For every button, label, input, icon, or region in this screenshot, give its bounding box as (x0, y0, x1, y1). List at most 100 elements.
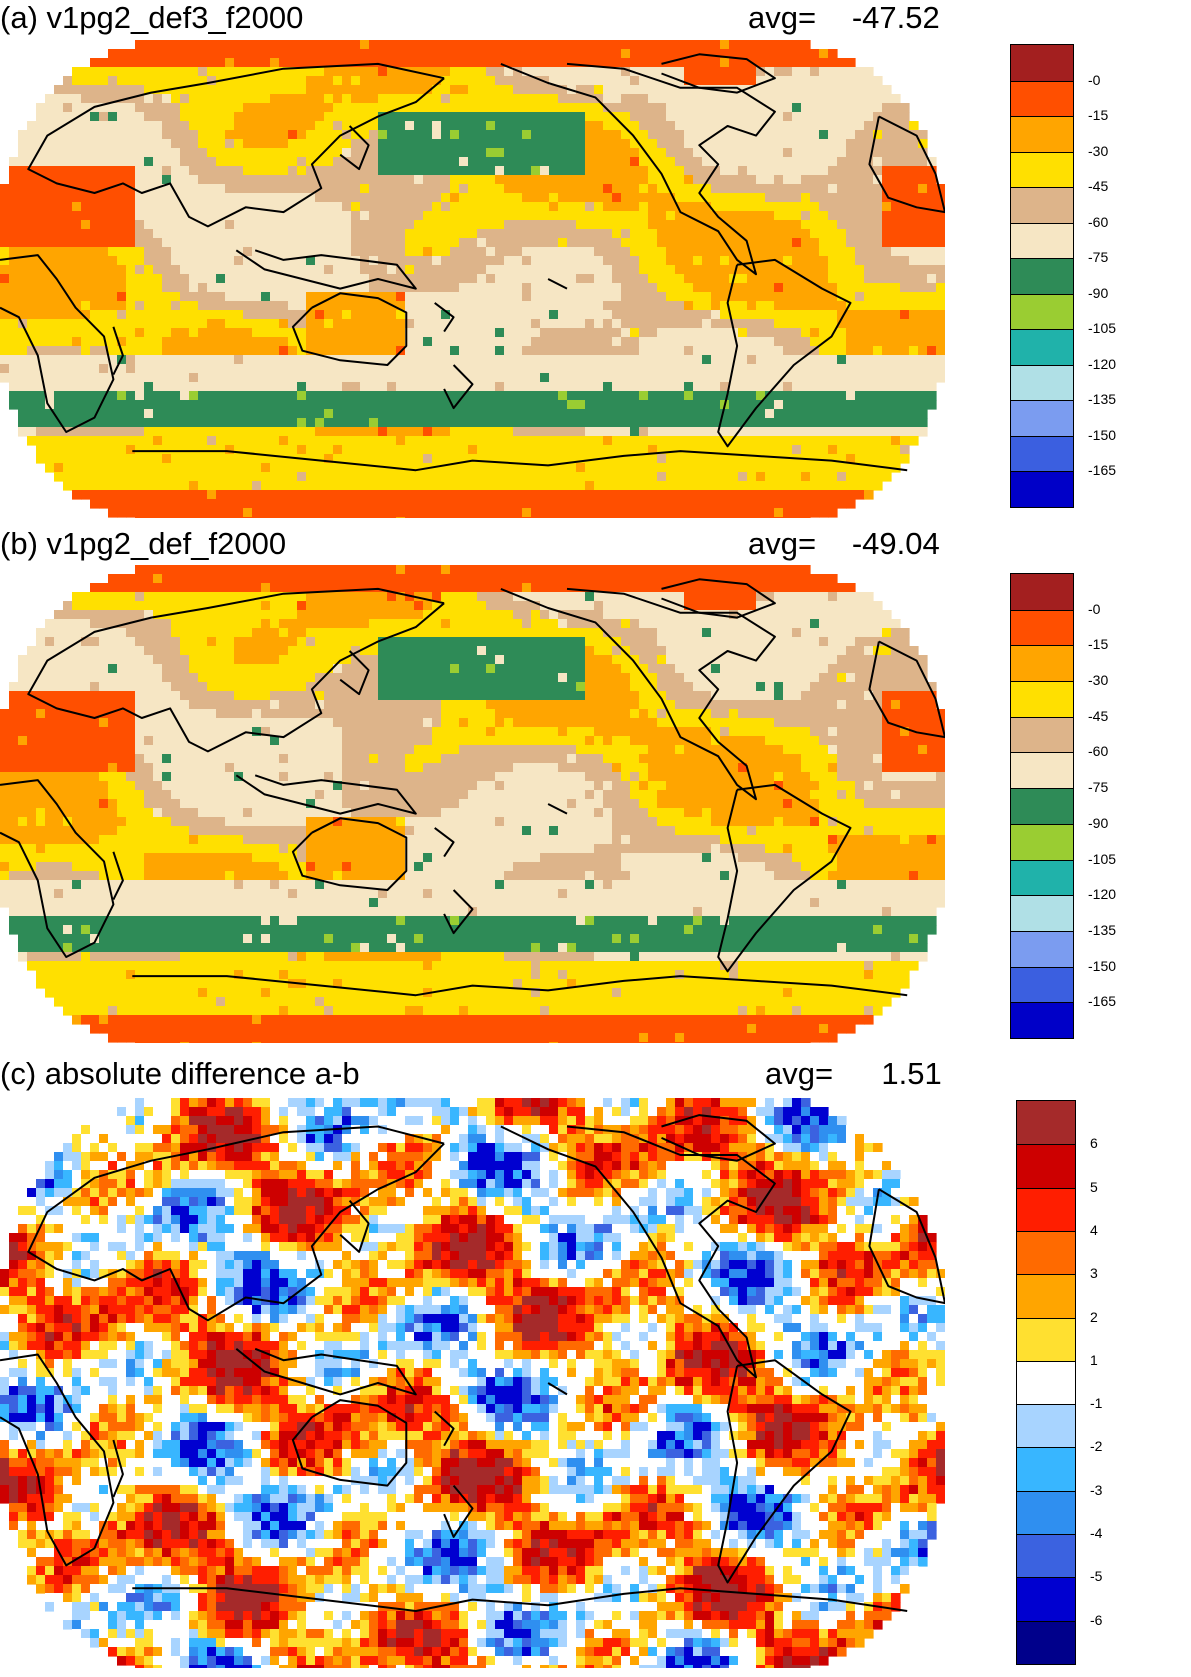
grid-cell (135, 337, 145, 347)
grid-cell (594, 157, 604, 167)
grid-cell (738, 292, 748, 302)
grid-cell (288, 220, 298, 230)
grid-cell (585, 364, 595, 374)
grid-cell (171, 49, 181, 59)
grid-cell (369, 40, 379, 50)
grid-cell (306, 391, 316, 401)
grid-cell (657, 463, 667, 473)
grid-cell (279, 346, 289, 356)
grid-cell (126, 256, 136, 266)
grid-cell (108, 94, 118, 104)
grid-cell (441, 103, 451, 113)
grid-cell (684, 328, 694, 338)
grid-cell (558, 94, 568, 104)
grid-cell (387, 112, 397, 122)
grid-cell (342, 193, 352, 203)
grid-cell (270, 211, 280, 221)
grid-cell (801, 85, 811, 95)
grid-cell (216, 103, 226, 113)
grid-cell (747, 382, 757, 392)
grid-cell (846, 328, 856, 338)
grid-cell (936, 337, 945, 347)
grid-cell (162, 238, 172, 248)
grid-cell (783, 130, 793, 140)
grid-cell (486, 103, 496, 113)
grid-cell (693, 211, 703, 221)
grid-cell (441, 400, 451, 410)
grid-cell (387, 121, 397, 131)
grid-cell (81, 157, 91, 167)
grid-cell (576, 310, 586, 320)
grid-cell (486, 382, 496, 392)
grid-cell (387, 472, 397, 482)
grid-cell (756, 472, 766, 482)
grid-cell (315, 49, 325, 59)
grid-cell (27, 175, 37, 185)
grid-cell (45, 112, 55, 122)
grid-cell (513, 130, 523, 140)
grid-cell (855, 346, 865, 356)
grid-cell (504, 256, 514, 266)
grid-cell (378, 139, 388, 149)
grid-cell (126, 427, 136, 437)
grid-cell (216, 445, 226, 455)
grid-cell (873, 373, 883, 383)
grid-cell (333, 382, 343, 392)
grid-cell (270, 67, 280, 77)
grid-cell (198, 472, 208, 482)
grid-cell (702, 139, 712, 149)
grid-cell (0, 364, 10, 374)
grid-cell (693, 400, 703, 410)
grid-cell (468, 328, 478, 338)
grid-cell (414, 166, 424, 176)
grid-cell (63, 391, 73, 401)
grid-cell (36, 427, 46, 437)
grid-cell (603, 445, 613, 455)
grid-cell (675, 202, 685, 212)
grid-cell (711, 409, 721, 419)
grid-cell (162, 481, 172, 491)
grid-cell (450, 148, 460, 158)
grid-cell (567, 310, 577, 320)
grid-cell (477, 130, 487, 140)
grid-cell (630, 274, 640, 284)
grid-cell (225, 121, 235, 131)
grid-cell (531, 40, 541, 50)
grid-cell (45, 193, 55, 203)
grid-cell (252, 166, 262, 176)
grid-cell (99, 211, 109, 221)
grid-cell (18, 184, 28, 194)
grid-cell (423, 472, 433, 482)
grid-cell (117, 364, 127, 374)
grid-cell (423, 49, 433, 59)
grid-cell (657, 121, 667, 131)
grid-cell (792, 445, 802, 455)
grid-cell (162, 112, 172, 122)
grid-cell (324, 112, 334, 122)
grid-cell (792, 265, 802, 275)
grid-cell (621, 283, 631, 293)
grid-cell (594, 283, 604, 293)
grid-cell (279, 184, 289, 194)
grid-cell (657, 310, 667, 320)
grid-cell (54, 265, 64, 275)
grid-cell (666, 76, 676, 86)
grid-cell (387, 229, 397, 239)
grid-cell (405, 373, 415, 383)
grid-cell (36, 202, 46, 212)
grid-cell (387, 265, 397, 275)
grid-cell (81, 193, 91, 203)
grid-cell (756, 409, 766, 419)
grid-cell (180, 220, 190, 230)
grid-cell (423, 238, 433, 248)
grid-cell (108, 166, 118, 176)
grid-cell (396, 301, 406, 311)
grid-cell (585, 418, 595, 428)
grid-cell (639, 121, 649, 131)
grid-cell (18, 139, 28, 149)
grid-cell (576, 445, 586, 455)
grid-cell (81, 130, 91, 140)
grid-cell (855, 148, 865, 158)
grid-cell (63, 445, 73, 455)
grid-cell (675, 337, 685, 347)
